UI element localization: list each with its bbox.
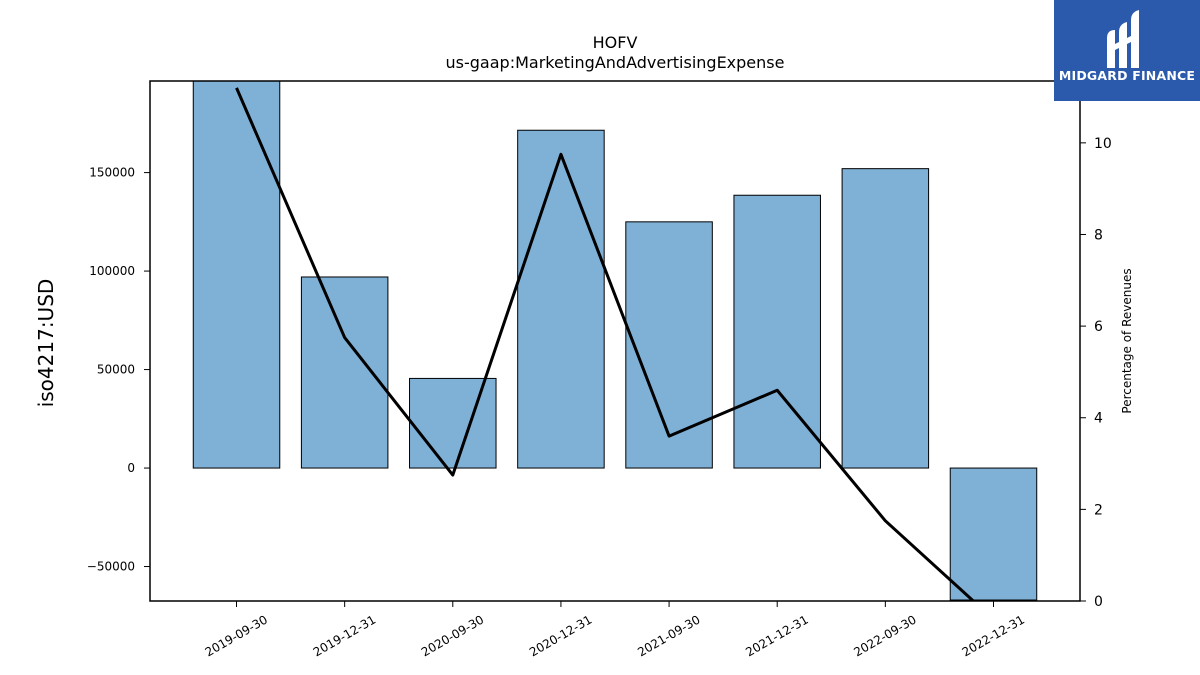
x-tick-label: 2022-12-31 bbox=[960, 612, 1027, 659]
bar bbox=[517, 129, 605, 469]
bar bbox=[625, 221, 713, 469]
y-tick-label-right: 4 bbox=[1094, 411, 1103, 427]
bar bbox=[949, 467, 1038, 601]
logo-text: MIDGARD FINANCE bbox=[1058, 68, 1196, 83]
chart-subtitle: us-gaap:MarketingAndAdvertisingExpense bbox=[446, 53, 785, 72]
y-tick-label-right: 8 bbox=[1094, 227, 1103, 243]
bar bbox=[300, 276, 389, 469]
y-tick-label-right: 6 bbox=[1094, 319, 1103, 335]
y-tick-label-right: 0 bbox=[1094, 594, 1103, 610]
bar bbox=[733, 194, 821, 469]
y-tick-label-left: 100000 bbox=[89, 264, 135, 278]
y-tick-label-left: 150000 bbox=[89, 166, 135, 180]
midgard-finance-logo: MIDGARD FINANCE bbox=[1054, 0, 1200, 101]
percentage-line bbox=[235, 87, 976, 601]
y-axis-label-right: Percentage of Revenues bbox=[1120, 268, 1134, 413]
bar bbox=[192, 81, 281, 469]
bar bbox=[841, 168, 930, 469]
bar bbox=[409, 377, 497, 469]
y-tick-label-left: 50000 bbox=[97, 363, 135, 377]
bar-group bbox=[192, 81, 1038, 601]
y-axis-label-left: iso4217:USD bbox=[34, 279, 58, 408]
logo-mark-icon bbox=[1107, 10, 1139, 68]
y-tick-label-right: 10 bbox=[1094, 136, 1112, 152]
y-tick-label-left: −50000 bbox=[87, 560, 135, 574]
x-tick-label: 2019-09-30 bbox=[203, 612, 270, 659]
x-tick-label: 2021-09-30 bbox=[635, 612, 702, 659]
y-tick-label-left: 0 bbox=[127, 461, 135, 475]
x-tick-label: 2020-12-31 bbox=[527, 612, 594, 659]
x-tick-label: 2022-09-30 bbox=[851, 612, 918, 659]
x-tick-label: 2020-09-30 bbox=[419, 612, 486, 659]
y-tick-label-right: 2 bbox=[1094, 502, 1103, 518]
chart-title: HOFV bbox=[593, 33, 638, 52]
plot-frame bbox=[149, 80, 1081, 602]
line-layer bbox=[235, 87, 976, 601]
x-tick-label: 2019-12-31 bbox=[311, 612, 378, 659]
x-tick-label: 2021-12-31 bbox=[743, 612, 810, 659]
